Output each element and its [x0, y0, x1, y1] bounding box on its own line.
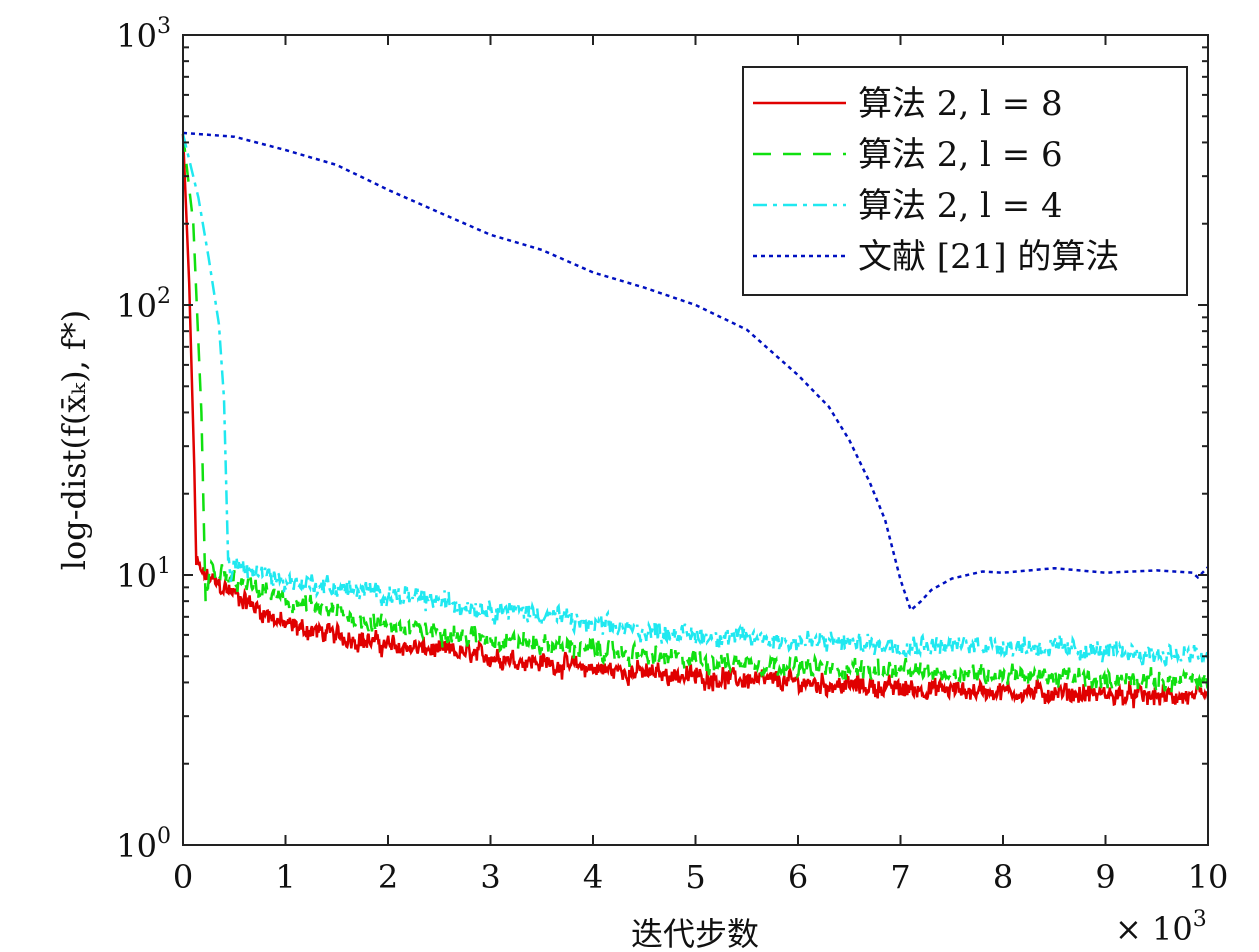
- plot-lines: [181, 131, 1210, 709]
- legend-label-2: 算法 2, l = 4: [858, 186, 1063, 226]
- x-tick-label: 9: [1095, 858, 1115, 896]
- series-line-2: [181, 133, 1210, 669]
- legend-label-0: 算法 2, l = 8: [858, 84, 1063, 124]
- y-tick-label: 100: [116, 824, 171, 865]
- y-axis-title: log-dist(f(x̄ₖ), f*): [55, 310, 93, 570]
- y-tick-labels: 100 101 102 103: [116, 14, 171, 865]
- legend-label-3: 文献 [21] 的算法: [858, 237, 1119, 277]
- x-tick-label: 10: [1188, 858, 1229, 896]
- x-tick-label: 8: [993, 858, 1013, 896]
- x-tick-label: 1: [275, 858, 295, 896]
- x-tick-label: 7: [890, 858, 910, 896]
- series-line-0: [181, 133, 1209, 709]
- x-multiplier: × 103: [1115, 907, 1207, 948]
- series-line-1: [181, 133, 1209, 696]
- x-tick-label: 6: [788, 858, 808, 896]
- y-tick-label: 103: [116, 14, 171, 55]
- x-tick-label: 5: [685, 858, 705, 896]
- x-tick-label: 3: [480, 858, 500, 896]
- axis-ticks: [182, 34, 1209, 846]
- series-line-3: [182, 131, 1209, 613]
- y-tick-label: 101: [116, 554, 171, 595]
- x-tick-label: 2: [378, 858, 398, 896]
- x-tick-label: 4: [583, 858, 603, 896]
- x-axis-title: 迭代步数: [631, 915, 759, 952]
- y-tick-label: 102: [116, 284, 171, 325]
- x-tick-labels: 0 1 2 3 4 5 6 7 8 9 10: [173, 858, 1229, 896]
- legend-label-1: 算法 2, l = 6: [858, 135, 1063, 175]
- legend: 算法 2, l = 8 算法 2, l = 6 算法 2, l = 4 文献 [21]…: [742, 66, 1188, 296]
- x-tick-label: 0: [173, 858, 193, 896]
